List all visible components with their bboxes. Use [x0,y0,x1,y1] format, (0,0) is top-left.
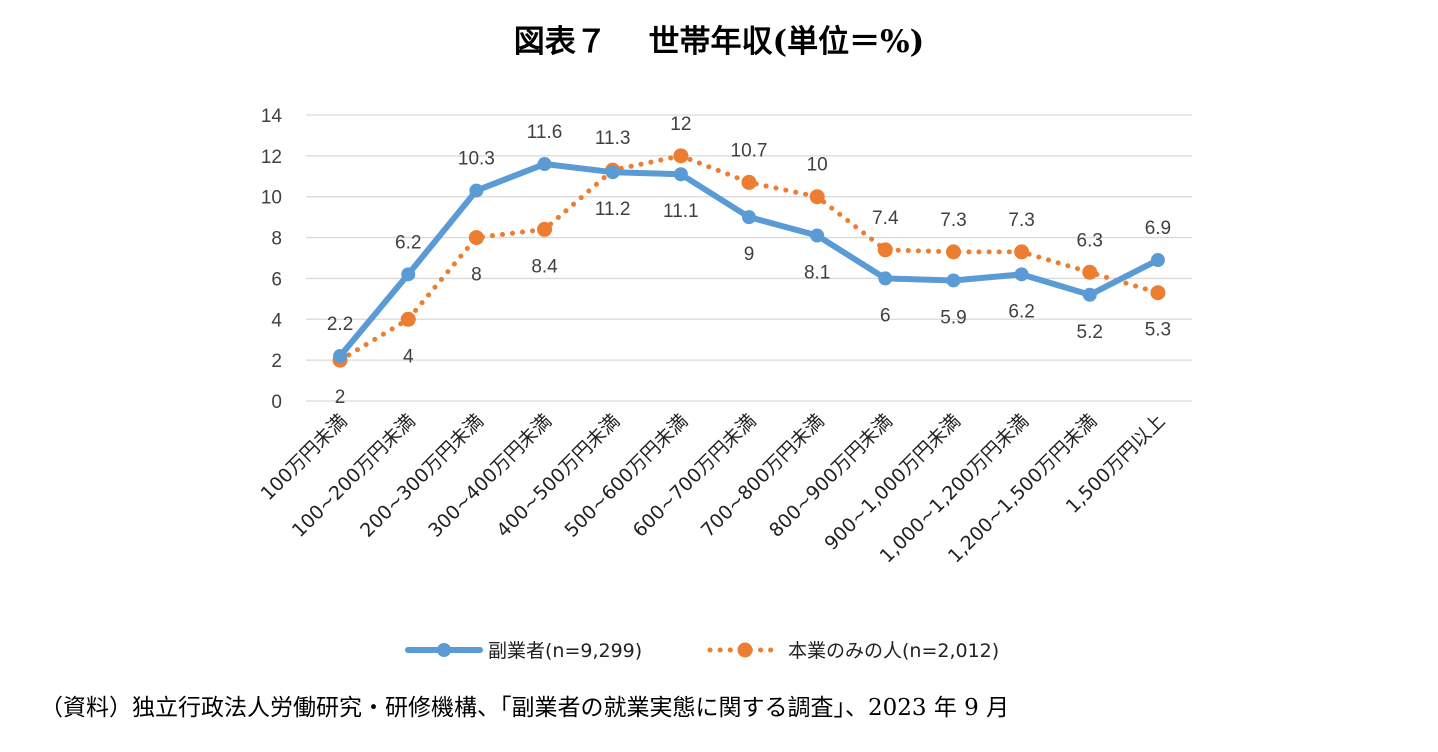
y-axis-ticks: 0 2 4 6 8 10 12 14 [261,106,283,413]
data-label-fukugyosha: 6.2 [395,232,421,253]
y-tick-label: 10 [261,188,282,209]
marker-fukugyosha [742,210,756,225]
data-label-hongyo-nomi: 10 [807,155,828,176]
source-note: （資料）独立行政法人労働研究・研修機構、「副業者の就業実態に関する調査」、202… [40,695,1010,721]
x-category-label: 300~400万円未満 [424,410,556,542]
legend: 副業者(n=9,299) 本業のみの人(n=2,012) [405,640,999,662]
data-label-fukugyosha: 10.3 [458,149,495,170]
marker-hongyo-nomi [877,242,893,258]
data-label-hongyo-nomi: 8.4 [531,256,558,277]
marker-hongyo-nomi [1082,264,1098,280]
x-category-label: 900~1,000万円未満 [820,410,965,555]
marker-fukugyosha [878,271,893,286]
gridlines [306,114,1192,402]
data-label-fukugyosha: 5.2 [1077,322,1103,343]
data-label-fukugyosha: 6 [880,305,891,326]
data-label-fukugyosha: 8.1 [804,263,830,284]
x-category-label: 200~300万円未満 [356,410,488,542]
marker-hongyo-nomi [537,221,553,237]
data-label-hongyo-nomi: 4 [403,346,414,367]
data-label-fukugyosha: 6.9 [1145,218,1171,239]
marker-fukugyosha [673,167,688,182]
y-tick-label: 12 [261,147,282,168]
data-label-hongyo-nomi: 7.4 [872,208,899,229]
data-label-fukugyosha: 9 [744,244,755,265]
data-label-fukugyosha: 11.6 [527,122,563,143]
marker-fukugyosha [946,273,961,288]
y-tick-label: 6 [271,269,282,290]
marker-fukugyosha [469,183,484,198]
data-label-fukugyosha: 11.1 [663,201,699,222]
data-label-hongyo-nomi: 12 [670,114,691,135]
y-tick-label: 14 [261,106,283,127]
x-axis-categories: 100万円未満100~200万円未満200~300万円未満300~400万円未満… [257,410,1170,567]
marker-fukugyosha [1082,287,1097,302]
marker-fukugyosha [333,349,348,364]
y-tick-label: 2 [271,351,282,372]
marker-fukugyosha [537,157,552,172]
legend-marker-hongyo-nomi [737,642,753,658]
data-label-hongyo-nomi: 2 [335,387,346,408]
y-tick-label: 0 [271,392,282,413]
data-label-hongyo-nomi: 7.3 [1008,210,1034,231]
y-tick-label: 8 [271,229,282,250]
legend-label-hongyo-nomi: 本業のみの人(n=2,012) [788,640,999,662]
marker-hongyo-nomi [945,244,961,260]
marker-hongyo-nomi [673,148,689,164]
marker-hongyo-nomi [1014,244,1030,260]
y-tick-label: 4 [271,310,282,331]
data-label-hongyo-nomi: 8 [471,265,482,286]
data-labels: 2.2 2 6.2 4 10.3 8 11.6 8.4 11.2 11.3 11.1 12 9 10.7 8… [327,114,1171,408]
x-category-label: 400~500万円未満 [492,410,624,542]
data-label-hongyo-nomi: 5.3 [1145,320,1171,341]
marker-fukugyosha [401,267,416,282]
series-layer [332,148,1166,368]
legend-marker-fukugyosha [437,643,451,657]
marker-hongyo-nomi [809,189,825,205]
x-category-label: 600~700万円未満 [629,410,761,542]
data-label-fukugyosha: 2.2 [327,314,353,335]
x-category-label: 700~800万円未満 [697,410,829,542]
marker-hongyo-nomi [400,311,416,327]
x-category-label: 100~200万円未満 [288,410,420,542]
data-label-fukugyosha: 6.2 [1008,301,1034,322]
marker-fukugyosha [605,165,620,180]
data-label-fukugyosha: 5.9 [940,307,966,328]
data-label-hongyo-nomi: 11.3 [595,128,631,149]
marker-fukugyosha [1150,253,1165,268]
marker-fukugyosha [810,228,825,243]
marker-hongyo-nomi [741,174,757,190]
data-label-hongyo-nomi: 10.7 [731,140,768,161]
x-category-label: 500~600万円未満 [561,410,693,542]
data-label-hongyo-nomi: 6.3 [1077,230,1103,251]
chart-title: 図表７ 世帯年収(単位＝%) [513,24,925,60]
marker-fukugyosha [1014,267,1029,282]
data-label-hongyo-nomi: 7.3 [940,210,966,231]
marker-hongyo-nomi [468,230,484,246]
data-label-fukugyosha: 11.2 [595,199,631,220]
x-category-label: 800~900万円未満 [765,410,897,542]
marker-hongyo-nomi [1150,285,1166,301]
legend-label-fukugyosha: 副業者(n=9,299) [488,640,642,662]
